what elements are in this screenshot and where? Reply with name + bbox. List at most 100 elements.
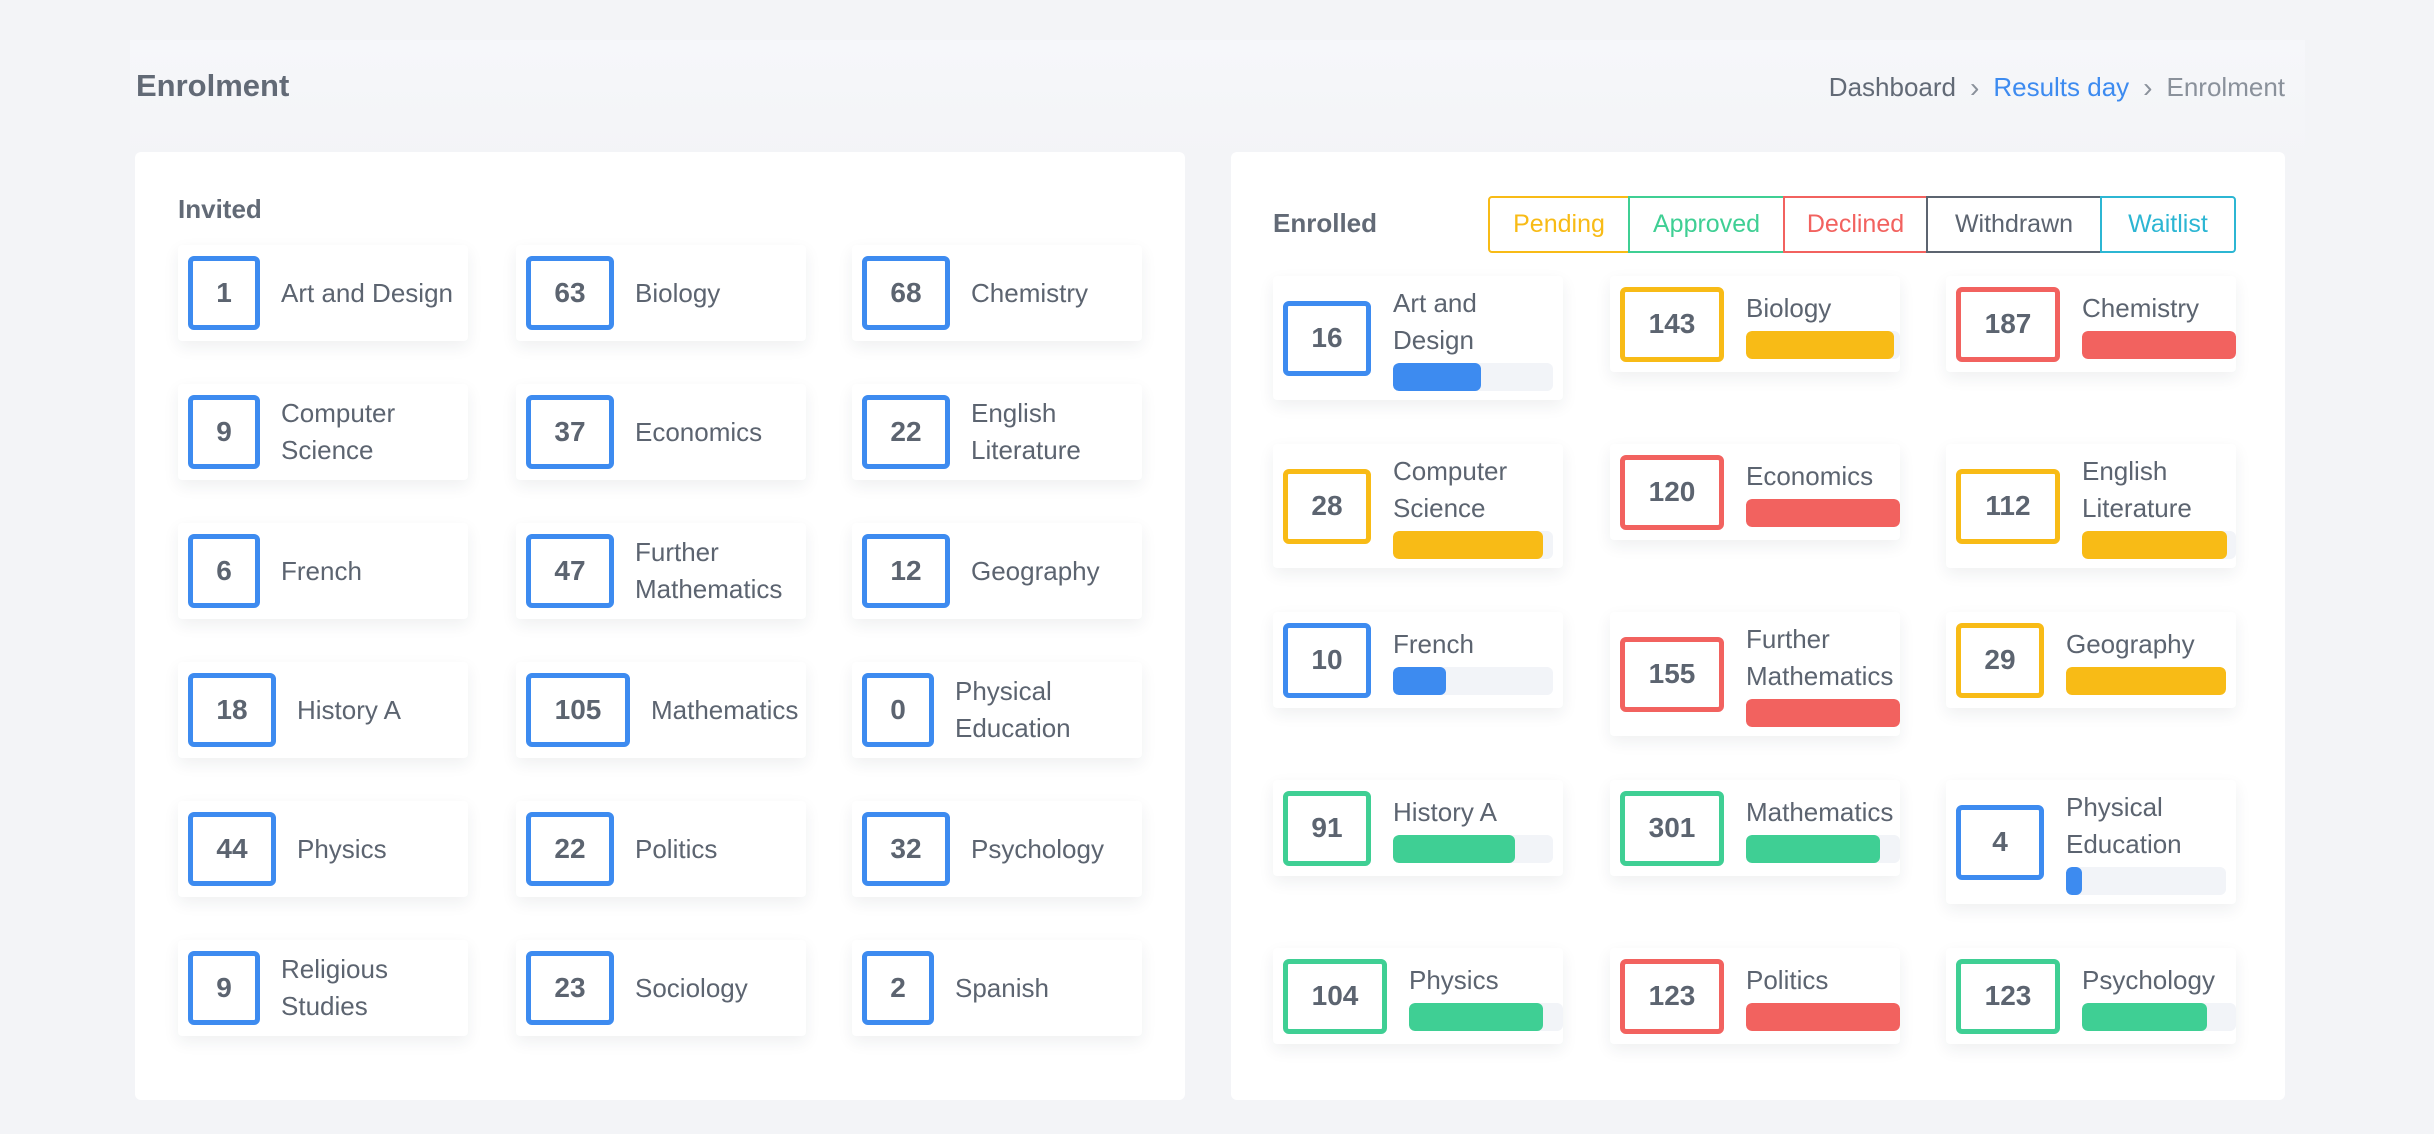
breadcrumb-enrolment: Enrolment (2166, 72, 2286, 102)
progress-fill (1393, 834, 1515, 863)
count-badge: 4 (1956, 804, 2044, 880)
filter-withdrawn-button[interactable]: Withdrawn (1926, 196, 2102, 253)
subject-name: Spanish (955, 970, 1049, 1007)
subject-name-line: Psychology (971, 833, 1104, 864)
enrolled-tile-geography[interactable]: 29 Geography (1946, 612, 2236, 708)
count-badge: 1 (188, 256, 260, 330)
subject-tile-biology[interactable]: 63 Biology (516, 245, 806, 341)
subject-tile-english-literature[interactable]: 22 English Literature (852, 384, 1142, 480)
enrolled-tile-history-a[interactable]: 91 History A (1273, 780, 1563, 876)
tile-body: Art and Design (1393, 285, 1553, 391)
count-badge: 9 (188, 951, 260, 1025)
subject-name: Biology (635, 275, 720, 312)
subject-name-line: Chemistry (2082, 292, 2200, 323)
breadcrumb: Dashboard › Results day › Enrolment (1829, 72, 2285, 103)
enrolled-tile-mathematics[interactable]: 301 Mathematics (1610, 780, 1900, 876)
subject-name-line: English (971, 398, 1057, 428)
subject-name: French (281, 553, 362, 590)
subject-name: Further Mathematics (1746, 621, 1900, 695)
subject-name: History A (297, 692, 401, 729)
enrolled-tile-politics[interactable]: 123 Politics (1610, 948, 1900, 1044)
subject-tile-history-a[interactable]: 18 History A (178, 662, 468, 758)
subject-tile-sociology[interactable]: 23 Sociology (516, 940, 806, 1036)
subject-tile-psychology[interactable]: 32 Psychology (852, 801, 1142, 897)
progress-fill (1746, 330, 1894, 359)
subject-name-line: Religious (281, 954, 388, 984)
subject-tile-physics[interactable]: 44 Physics (178, 801, 468, 897)
subject-name-line: History A (297, 694, 402, 725)
count-badge: 187 (1956, 286, 2060, 362)
subject-tile-art-and-design[interactable]: 1 Art and Design (178, 245, 468, 341)
status-filter-group: Pending Approved Declined Withdrawn Waitlist (1488, 196, 2236, 253)
enrolled-tile-english-literature[interactable]: 112 English Literature (1946, 444, 2236, 568)
enrolled-tile-biology[interactable]: 143 Biology (1610, 276, 1900, 372)
subject-name: Physics (1409, 962, 1563, 999)
count-badge: 63 (526, 256, 614, 330)
enrolled-tile-physical-education[interactable]: 4 Physical Education (1946, 780, 2236, 904)
subject-name-line: Politics (1746, 964, 1829, 995)
count-badge: 28 (1283, 468, 1371, 544)
filter-pending-button[interactable]: Pending (1488, 196, 1630, 253)
subject-name-line: Education (955, 713, 1071, 743)
subject-name-line: Physics (1409, 964, 1499, 995)
breadcrumb-results-day[interactable]: Results day (1993, 72, 2130, 102)
count-badge: 10 (1283, 622, 1371, 698)
tile-body: Psychology (2082, 962, 2236, 1031)
count-badge: 104 (1283, 958, 1387, 1034)
subject-tile-further-mathematics[interactable]: 47 Further Mathematics (516, 523, 806, 619)
subject-tile-economics[interactable]: 37 Economics (516, 384, 806, 480)
enrolled-tile-computer-science[interactable]: 28 Computer Science (1273, 444, 1563, 568)
subject-name: Politics (1746, 962, 1900, 999)
subject-name-line: Mathematics (1746, 796, 1894, 827)
breadcrumb-dashboard[interactable]: Dashboard (1828, 72, 1956, 102)
progress-bar (1409, 1002, 1563, 1031)
subject-name-line: Physics (297, 833, 387, 864)
progress-bar (2066, 666, 2226, 695)
enrolled-tile-psychology[interactable]: 123 Psychology (1946, 948, 2236, 1044)
subject-tile-chemistry[interactable]: 68 Chemistry (852, 245, 1142, 341)
subject-name-line: Biology (635, 277, 721, 308)
count-badge: 32 (862, 812, 950, 886)
tile-body: Physics (1409, 962, 1563, 1031)
subject-name: Economics (1746, 458, 1900, 495)
count-badge: 123 (1956, 958, 2060, 1034)
subject-name: English Literature (2082, 453, 2236, 527)
filter-declined-button[interactable]: Declined (1783, 196, 1928, 253)
subject-tile-religious-studies[interactable]: 9 Religious Studies (178, 940, 468, 1036)
enrolled-tile-economics[interactable]: 120 Economics (1610, 444, 1900, 540)
subject-name-line: Design (1393, 325, 1474, 355)
enrolled-tile-art-and-design[interactable]: 16 Art and Design (1273, 276, 1563, 400)
count-badge: 29 (1956, 622, 2044, 698)
subject-name: Mathematics (1746, 794, 1900, 831)
subject-tile-politics[interactable]: 22 Politics (516, 801, 806, 897)
subject-name-line: Economics (1746, 460, 1874, 491)
enrolled-tile-chemistry[interactable]: 187 Chemistry (1946, 276, 2236, 372)
subject-name-line: Further (1746, 624, 1830, 654)
filter-waitlist-button[interactable]: Waitlist (2100, 196, 2236, 253)
filter-approved-button[interactable]: Approved (1628, 196, 1785, 253)
progress-fill (2066, 666, 2226, 695)
progress-fill (2082, 531, 2227, 559)
subject-tile-geography[interactable]: 12 Geography (852, 523, 1142, 619)
subject-tile-french[interactable]: 6 French (178, 523, 468, 619)
subject-tile-spanish[interactable]: 2 Spanish (852, 940, 1142, 1036)
progress-bar (1746, 498, 1900, 527)
tile-body: French (1393, 626, 1553, 695)
tile-body: History A (1393, 794, 1553, 863)
subject-name: Economics (635, 414, 762, 451)
subject-name: Physical Education (955, 673, 1071, 747)
subject-name-line: Mathematics (635, 574, 783, 604)
enrolled-tile-french[interactable]: 10 French (1273, 612, 1563, 708)
subject-tile-mathematics[interactable]: 105 Mathematics (516, 662, 806, 758)
count-badge: 23 (526, 951, 614, 1025)
count-badge: 2 (862, 951, 934, 1025)
subject-name-line: Studies (281, 991, 368, 1021)
progress-fill (1393, 363, 1481, 391)
enrolled-tile-physics[interactable]: 104 Physics (1273, 948, 1563, 1044)
count-badge: 12 (862, 534, 950, 608)
enrolled-tile-further-mathematics[interactable]: 155 Further Mathematics (1610, 612, 1900, 736)
subject-tile-computer-science[interactable]: 9 Computer Science (178, 384, 468, 480)
subject-tile-physical-education[interactable]: 0 Physical Education (852, 662, 1142, 758)
count-badge: 123 (1620, 958, 1724, 1034)
subject-name-line: Mathematics (1746, 661, 1894, 691)
